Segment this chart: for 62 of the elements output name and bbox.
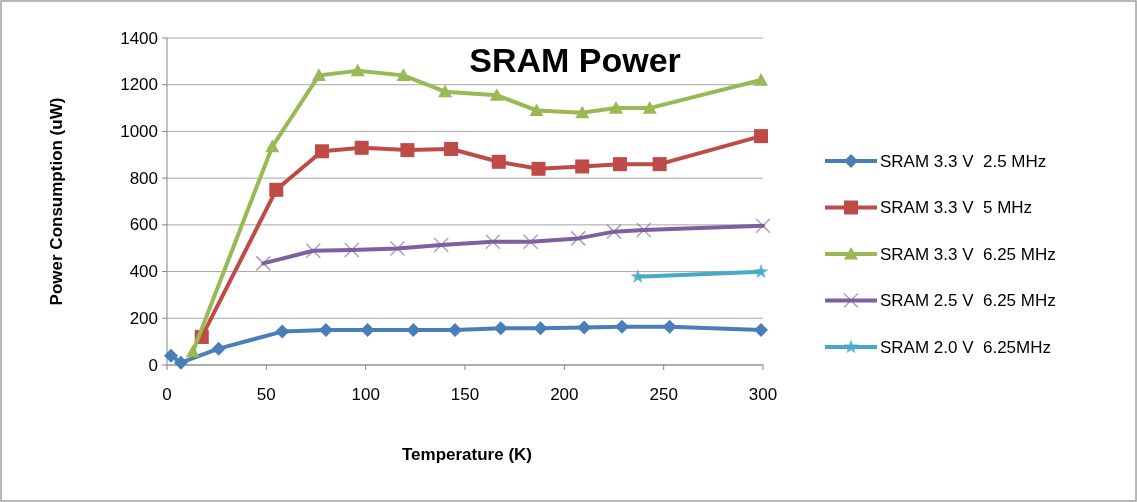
point (529, 103, 544, 117)
point (754, 73, 769, 86)
x-axis-title: Temperature (K) (401, 445, 533, 464)
y-tick-label: 600 (129, 215, 158, 235)
point (614, 319, 629, 334)
point (754, 322, 769, 337)
point (577, 320, 592, 335)
point (662, 319, 677, 334)
x-tick-label: 100 (351, 385, 380, 404)
point (354, 140, 369, 155)
y-tick-label: 400 (129, 262, 158, 282)
y-axis-title: Power Consumption (uW) (47, 97, 66, 306)
point (493, 321, 508, 336)
legend-label: SRAM 3.3 V 2.5 MHz (880, 151, 1047, 171)
point (396, 68, 411, 81)
point (185, 344, 200, 358)
point (406, 322, 421, 337)
point (642, 101, 657, 114)
x-tick-label: 0 (162, 385, 172, 404)
x-tick-label: 300 (748, 385, 778, 404)
legend-label: SRAM 2.5 V 6.25 MHz (880, 291, 1056, 310)
x-tick-label: 150 (450, 385, 480, 404)
legend-label: SRAM 3.3 V 5 MHz (880, 198, 1033, 217)
point (444, 141, 459, 156)
point (754, 129, 769, 144)
point (314, 144, 329, 159)
point (652, 157, 667, 172)
point (265, 139, 280, 153)
point (318, 322, 333, 337)
y-tick-label: 0 (148, 355, 158, 375)
point (211, 341, 226, 356)
point (360, 322, 375, 337)
point (531, 161, 546, 176)
point (489, 88, 504, 101)
point (350, 63, 365, 77)
point (533, 321, 548, 336)
point (630, 269, 646, 283)
point (575, 159, 590, 174)
point (311, 68, 326, 81)
legend-label: SRAM 3.3 V 6.25 MHz (880, 244, 1056, 264)
x-tick-label: 250 (649, 385, 678, 404)
point (269, 182, 284, 197)
point (163, 348, 178, 363)
point (275, 324, 290, 339)
point (400, 143, 415, 158)
point (491, 154, 506, 169)
point (173, 355, 188, 370)
point (438, 84, 453, 98)
point (753, 264, 769, 279)
legend-label: SRAM 2.0 V 6.25MHz (880, 337, 1052, 357)
point (448, 322, 463, 337)
y-tick-label: 1200 (120, 75, 158, 95)
y-tick-label: 1400 (120, 28, 158, 48)
x-tick-label: 50 (256, 385, 276, 404)
point (575, 105, 590, 119)
y-tick-label: 800 (129, 168, 158, 188)
chart-title: SRAM Power (469, 41, 681, 79)
y-tick-label: 1000 (120, 121, 158, 141)
point (608, 101, 623, 114)
x-tick-label: 200 (550, 385, 579, 404)
y-tick-label: 200 (129, 308, 158, 328)
point (612, 157, 627, 172)
